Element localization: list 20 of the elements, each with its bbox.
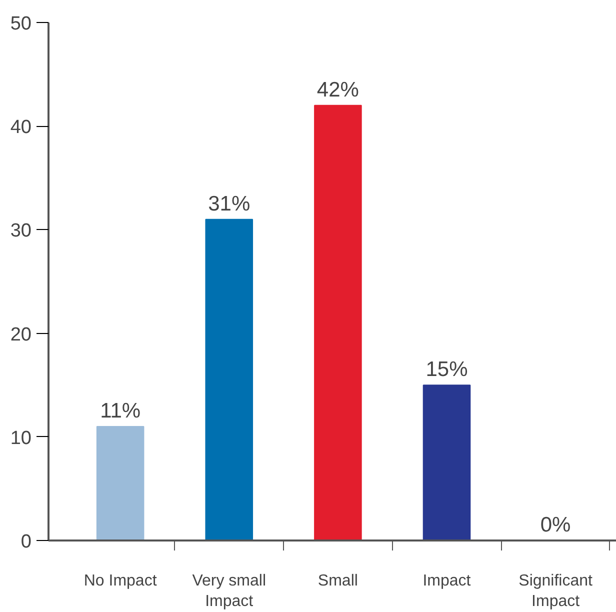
x-tick-label: Significant Impact [518,572,594,610]
y-tick-label: 0 [20,532,32,552]
data-label: 11% [100,400,141,423]
x-tick-label: Very small Impact [192,572,266,610]
bar [96,426,144,540]
bar [314,104,362,540]
bar [422,384,471,540]
data-label: 15% [426,358,468,382]
bar [205,218,254,540]
data-label: 42% [316,78,359,102]
x-tick-label: Small [318,572,358,590]
x-tick-label: No Impact [84,572,158,590]
data-label: 31% [208,192,250,216]
y-tick-label: 40 [10,117,32,138]
y-tick-label: 20 [10,324,32,346]
x-tick-label: Impact [422,572,472,590]
y-tick-label: 30 [10,220,32,242]
y-tick-label: 10 [10,428,32,449]
data-label: 0% [540,514,571,536]
y-tick-label: 50 [10,14,32,34]
